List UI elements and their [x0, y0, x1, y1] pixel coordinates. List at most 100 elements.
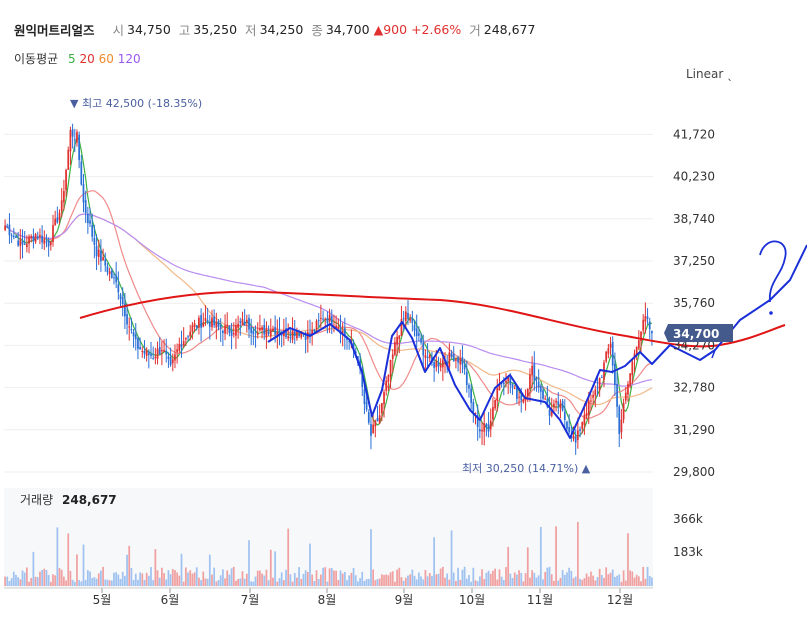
candle-body — [486, 424, 488, 427]
volume-bar — [597, 577, 599, 586]
candle-body — [266, 330, 268, 338]
candle-body — [364, 389, 366, 404]
candle-body — [470, 389, 472, 403]
candle-body — [560, 404, 562, 409]
candle-body — [621, 419, 623, 432]
candle-body — [651, 331, 653, 333]
volume-bar — [361, 572, 363, 586]
volume-bar — [215, 581, 217, 586]
volume-bar — [26, 567, 28, 586]
volume-bar — [514, 572, 516, 586]
candle-body — [468, 385, 470, 388]
volume-bar — [527, 547, 529, 586]
candle-body — [11, 235, 13, 236]
volume-bar — [610, 573, 612, 586]
volume-bar — [566, 572, 568, 586]
candle-body — [15, 236, 17, 238]
candle-body — [329, 315, 331, 322]
volume-bar — [313, 581, 315, 586]
candle-body — [46, 241, 48, 242]
volume-bar — [124, 576, 126, 586]
volume-bar — [170, 574, 172, 586]
price-grid — [4, 134, 653, 472]
candle-body — [70, 130, 72, 151]
volume-bar — [337, 580, 339, 586]
candle-body — [83, 184, 85, 202]
volume-bar — [346, 580, 348, 586]
candle-body — [647, 317, 649, 319]
volume-bar — [133, 580, 135, 586]
candle-body — [113, 277, 115, 278]
time-tick-label: 11월 — [527, 593, 553, 607]
candle-body — [290, 337, 292, 338]
candle-body — [102, 257, 104, 260]
volume-bar — [564, 575, 566, 586]
volume-bar — [174, 570, 176, 586]
candle-body — [320, 318, 322, 319]
volume-bar — [159, 578, 161, 586]
volume-bar — [94, 577, 96, 586]
volume-bar — [509, 574, 511, 586]
candle-body — [472, 402, 474, 412]
volume-bar — [194, 572, 196, 586]
volume-bar — [418, 573, 420, 586]
volume-bar — [178, 576, 180, 586]
volume-bar — [420, 576, 422, 586]
volume-bar — [109, 580, 111, 586]
candle-body — [518, 397, 520, 398]
candle-body — [211, 317, 213, 327]
candle-body — [496, 388, 498, 400]
volume-bar — [266, 570, 268, 586]
volume-bar — [50, 582, 52, 586]
candle-body — [74, 139, 76, 140]
candle-body — [407, 313, 409, 319]
candle-body — [457, 357, 459, 362]
volume-bar — [246, 574, 248, 586]
candle-body — [187, 336, 189, 337]
candle-body — [85, 200, 87, 213]
candle-body — [133, 332, 135, 336]
volume-bar — [107, 580, 109, 586]
volume-bar — [255, 577, 257, 586]
candle-body — [202, 322, 204, 326]
volume-bar — [189, 570, 191, 586]
candle-body — [599, 378, 601, 390]
volume-bar — [368, 579, 370, 586]
candle-body — [403, 318, 405, 319]
volume-bar — [244, 579, 246, 586]
volume-bar — [621, 582, 623, 586]
candle-body — [503, 383, 505, 385]
candle-body — [159, 347, 161, 354]
candle-body — [618, 407, 620, 434]
candle-body — [222, 331, 224, 333]
candle-body — [48, 240, 50, 246]
volume-bar — [11, 578, 13, 586]
volume-bar — [296, 578, 298, 586]
candle-body — [324, 319, 326, 320]
volume-bar — [146, 573, 148, 586]
volume-bar — [329, 568, 331, 586]
volume-bar — [549, 567, 551, 586]
candle-body — [87, 214, 89, 223]
volume-bar — [327, 582, 329, 586]
volume-bar — [213, 568, 215, 586]
volume-tick-label: 183k — [673, 545, 703, 559]
volume-bar — [523, 581, 525, 586]
volume-bar — [157, 570, 159, 586]
volume-bar — [427, 576, 429, 586]
volume-bar — [405, 578, 407, 586]
candle-body — [520, 395, 522, 400]
candle-body — [157, 349, 159, 359]
volume-bar — [531, 570, 533, 586]
volume-bar — [17, 577, 19, 586]
time-tick-label: 6월 — [161, 593, 180, 607]
candle-body — [141, 351, 143, 352]
candle-body — [645, 316, 647, 322]
candle-body — [43, 239, 45, 244]
volume-bar — [468, 575, 470, 586]
candle-body — [135, 334, 137, 339]
volume-bar — [377, 579, 379, 586]
time-tick-label: 7월 — [241, 593, 260, 607]
candle-body — [544, 398, 546, 399]
